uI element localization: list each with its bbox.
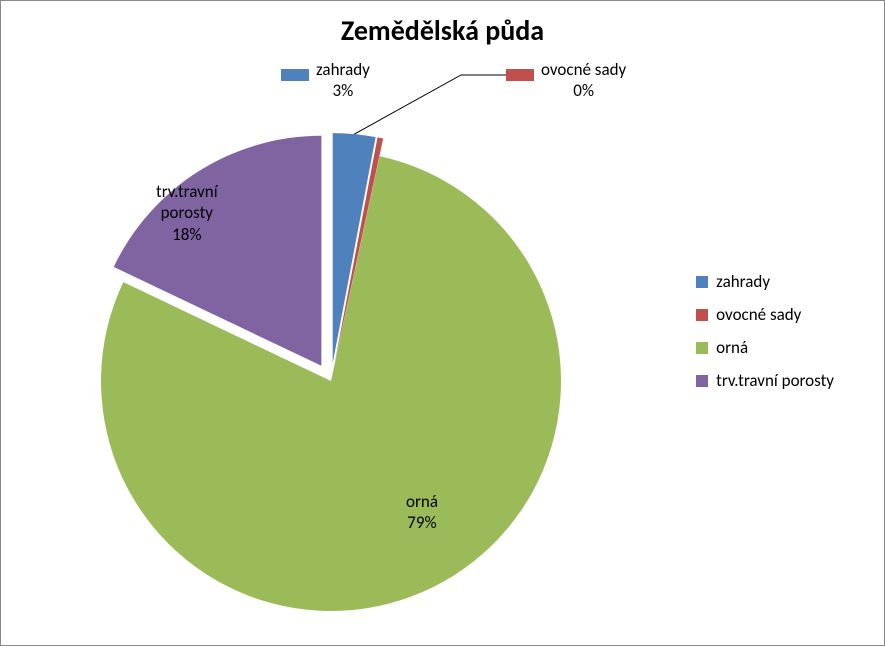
- legend-item-ovocne-sady: ovocné sady: [696, 304, 834, 325]
- data-label-trv-line2: porosty: [161, 202, 213, 223]
- legend-item-zahrady: zahrady: [696, 271, 834, 292]
- chart-container: Zemědělská půda zahrady 3% ovocné sady 0…: [0, 0, 885, 646]
- legend: zahrady ovocné sady orná trv.travní poro…: [696, 271, 834, 403]
- legend-label-orna: orná: [716, 337, 748, 358]
- legend-swatch-trv: [696, 375, 708, 387]
- legend-swatch-zahrady: [696, 276, 708, 288]
- data-label-trv-line1: trv.travní: [156, 181, 218, 202]
- legend-swatch-orna: [696, 342, 708, 354]
- pie-chart: [51, 61, 611, 621]
- data-label-orna-pct: 79%: [407, 512, 436, 533]
- data-label-orna: orná 79%: [406, 491, 438, 534]
- legend-label-zahrady: zahrady: [716, 271, 770, 292]
- pie-svg: [51, 61, 611, 621]
- data-label-trv-line3: 18%: [172, 224, 201, 245]
- data-label-orna-name: orná: [406, 491, 438, 512]
- legend-swatch-ovocne-sady: [696, 309, 708, 321]
- legend-item-orna: orná: [696, 337, 834, 358]
- legend-label-ovocne-sady: ovocné sady: [716, 304, 801, 325]
- legend-item-trv: trv.travní porosty: [696, 370, 834, 391]
- data-label-trv: trv.travní porosty 18%: [156, 181, 218, 245]
- chart-title: Zemědělská půda: [1, 13, 884, 48]
- legend-label-trv: trv.travní porosty: [716, 370, 834, 391]
